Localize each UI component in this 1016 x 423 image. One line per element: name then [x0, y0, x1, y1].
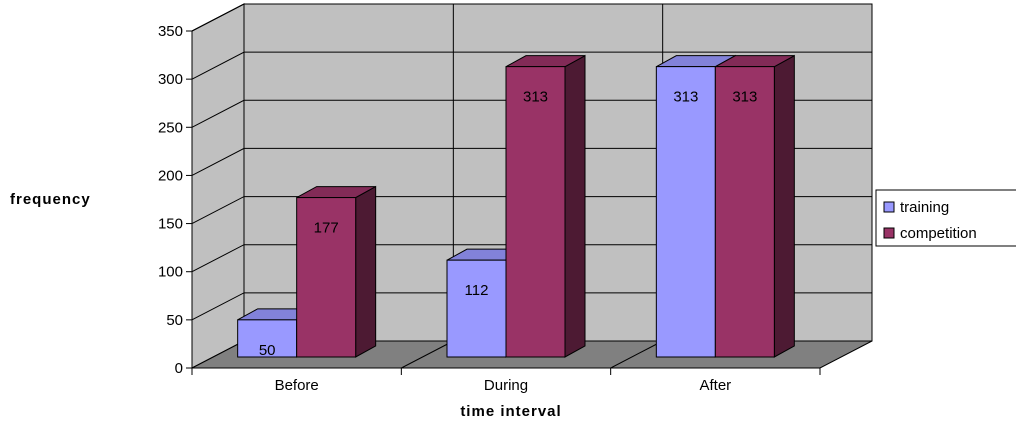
bar-front: [446, 259, 507, 358]
bar-competition-After: 313: [714, 54, 795, 358]
legend-label-competition: competition: [900, 225, 977, 242]
y-tick-label: 350: [158, 23, 183, 40]
floor-divider: [610, 340, 663, 369]
x-tick-label: After: [699, 377, 731, 394]
floor-divider: [401, 340, 454, 369]
bar-competition-During: 313: [505, 54, 586, 358]
y-axis: 0 50 100 150 200 250 300 350: [158, 23, 193, 377]
bar-front: [714, 66, 775, 358]
legend-label-training: training: [900, 199, 949, 216]
bar-side: [564, 54, 586, 358]
x-tick-label: During: [484, 377, 528, 394]
legend-swatch-training: [883, 201, 895, 213]
y-tick-label: 150: [158, 216, 183, 233]
legend-box: [875, 189, 1016, 247]
y-tick-label: 250: [158, 119, 183, 136]
data-label: 177: [314, 220, 339, 237]
bar-competition-Before: 177: [296, 185, 377, 358]
y-tick-label: 0: [175, 360, 183, 377]
x-axis: Before During After: [191, 367, 821, 394]
legend: training competition: [875, 189, 1016, 247]
data-label: 313: [523, 89, 548, 106]
y-axis-title: frequency: [10, 191, 91, 208]
data-label: 112: [465, 282, 489, 299]
bar-side: [773, 54, 795, 358]
bar-front: [505, 66, 566, 358]
y-tick-label: 50: [166, 312, 183, 329]
y-tick-label: 300: [158, 71, 183, 88]
legend-swatch-competition: [883, 227, 895, 239]
data-label: 313: [732, 89, 757, 106]
bar-front: [655, 66, 716, 358]
bar-side: [355, 185, 377, 358]
y-tick-label: 200: [158, 167, 183, 184]
bars: 50 177 112 313 313 313: [237, 54, 795, 359]
data-label: 50: [259, 342, 276, 359]
x-tick-label: Before: [275, 377, 319, 394]
side-wall: [191, 3, 245, 369]
bar-front: [237, 319, 298, 358]
x-axis-title: time interval: [460, 403, 561, 420]
y-tick-label: 100: [158, 264, 183, 281]
data-label: 313: [673, 89, 698, 106]
bar-front: [296, 197, 357, 358]
